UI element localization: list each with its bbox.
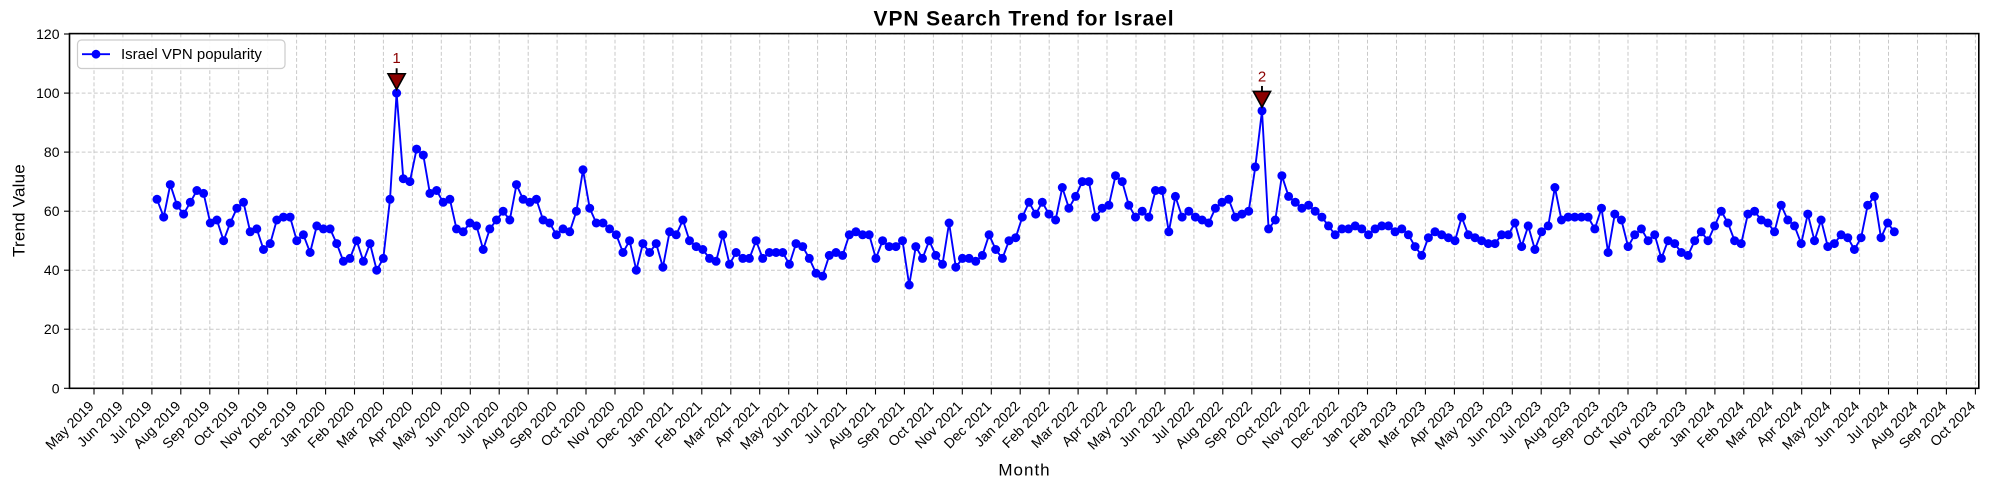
svg-text:0: 0 — [52, 380, 60, 396]
svg-text:80: 80 — [44, 144, 60, 160]
svg-text:100: 100 — [36, 85, 60, 101]
svg-text:120: 120 — [36, 26, 60, 42]
svg-text:Trend Value: Trend Value — [10, 164, 29, 257]
svg-text:VPN Search Trend for Israel: VPN Search Trend for Israel — [874, 8, 1175, 31]
svg-text:Month: Month — [998, 461, 1050, 480]
svg-text:2: 2 — [1258, 69, 1266, 86]
svg-text:40: 40 — [44, 262, 60, 278]
svg-text:20: 20 — [44, 321, 60, 337]
svg-text:Israel VPN popularity: Israel VPN popularity — [121, 46, 262, 63]
svg-text:1: 1 — [392, 50, 400, 67]
svg-text:60: 60 — [44, 203, 60, 219]
